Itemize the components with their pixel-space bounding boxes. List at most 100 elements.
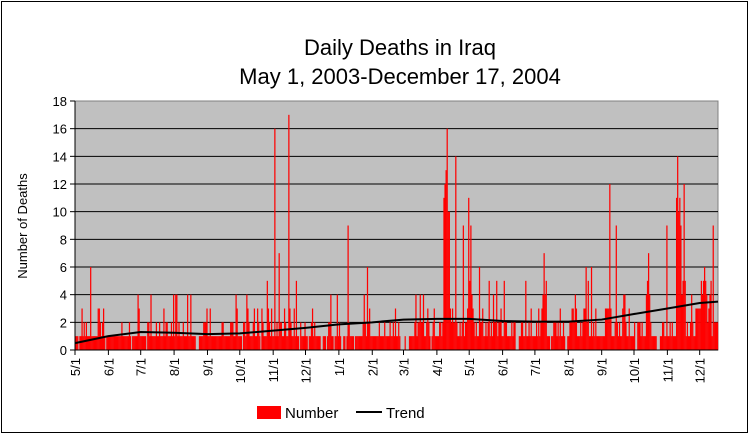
bar [140,336,142,350]
bar [543,253,545,350]
bar [505,322,508,350]
bar [711,336,713,350]
bar [101,322,104,350]
bar [710,280,712,350]
bar [559,308,561,350]
bar [399,336,401,350]
bar [397,336,399,350]
bar [309,336,312,350]
bar [701,294,704,350]
bar [257,308,259,350]
bar [253,308,256,350]
bar [317,336,319,350]
bar [295,280,298,350]
bar [476,336,478,350]
bar [631,336,634,350]
bar [495,322,497,350]
bar [409,336,412,350]
bar [572,308,574,350]
bar [362,322,364,350]
bar [463,336,466,350]
bar [255,336,258,350]
bar [238,336,240,350]
x-tick-label: 10/1 [233,358,248,383]
bar [618,322,621,350]
bar [523,336,525,350]
bar [233,336,235,350]
bar [280,322,282,350]
bar [472,308,474,350]
bar [642,336,644,350]
bar [227,336,230,350]
bar [173,294,175,350]
bar [537,336,539,350]
bar [489,336,491,350]
bar [192,336,194,350]
bar [351,336,354,350]
y-tick-label: 4 [60,288,67,303]
bar [157,336,160,350]
bar [682,280,684,350]
bar [164,336,166,350]
bar [632,336,635,350]
x-tick-label: 6/1 [496,358,511,376]
bar [377,336,379,350]
bar [114,336,117,350]
bar [179,336,181,350]
bar [570,322,572,350]
bar [185,336,188,350]
bar [235,294,237,350]
bar [161,336,163,350]
bar [392,322,394,350]
bar [433,308,435,350]
bar [448,211,450,350]
bar [654,336,656,350]
bar [694,336,696,350]
bar [479,322,482,350]
bar [247,308,249,350]
bar [506,336,509,350]
bar [156,336,159,350]
chart-title: Daily Deaths in Iraq [304,35,496,60]
bar [420,322,422,350]
bar [314,322,316,350]
bar [358,336,360,350]
bar [500,308,502,350]
bar [667,336,669,350]
bar [445,170,447,350]
bar [528,322,530,350]
bar [460,336,462,350]
bar [562,322,565,350]
bar [666,225,668,350]
bar [498,322,500,350]
bar [376,336,378,350]
y-tick-label: 12 [53,177,67,192]
bar [563,336,566,350]
bar [637,322,639,350]
bar [149,336,151,350]
bar [370,336,372,350]
bar [97,308,99,350]
bar [127,336,130,350]
bar [387,336,389,350]
bar [381,336,384,350]
bar [303,336,305,350]
bar [250,336,252,350]
bar [90,267,92,350]
bar [83,322,85,350]
bar [483,336,485,350]
y-tick-label: 0 [60,343,67,358]
bar [577,336,580,350]
bar [190,294,192,350]
bar [458,336,460,350]
bar [557,322,559,350]
bar [590,267,593,350]
bar [125,336,127,350]
x-tick-label: 7/1 [528,358,543,376]
bar [276,322,278,350]
bar [427,308,429,350]
bar [417,322,419,350]
bar [612,336,614,350]
bar [482,308,484,350]
bar [653,336,655,350]
